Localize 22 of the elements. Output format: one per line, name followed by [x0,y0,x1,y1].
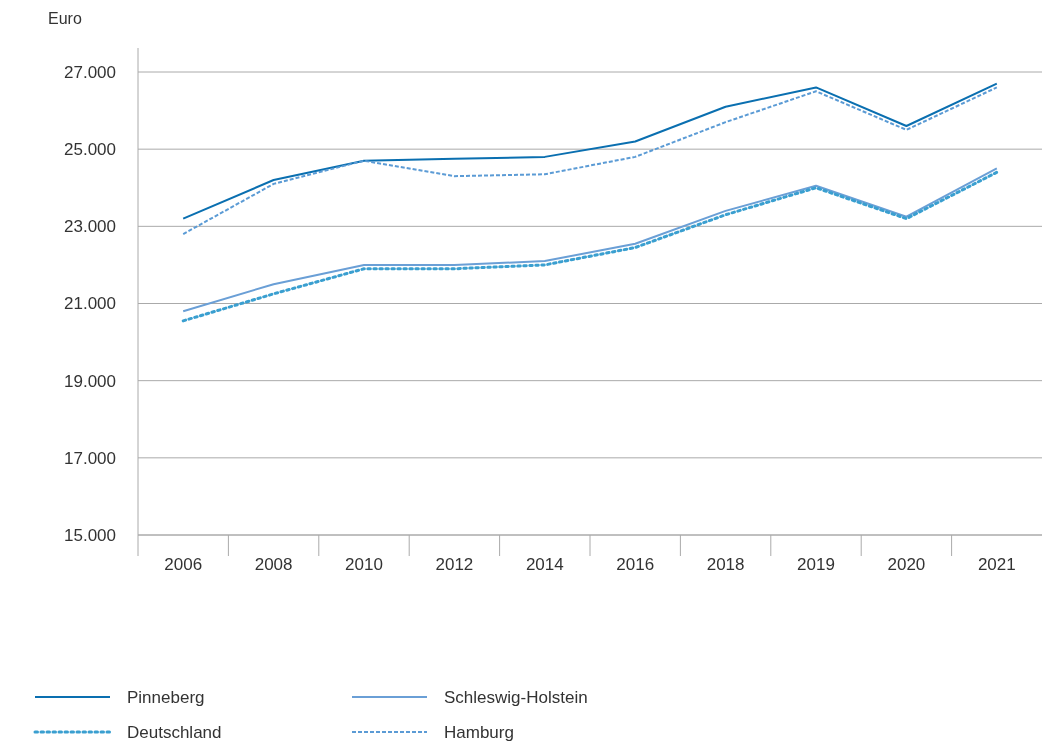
x-tick-label: 2018 [706,555,745,574]
y-tick-label: 27.000 [64,62,116,82]
legend-label: Hamburg [444,722,514,742]
x-tick-label: 2019 [797,555,835,574]
y-tick-label: 23.000 [64,217,116,237]
x-tick-label: 2021 [977,555,1016,574]
x-tick-label: 2020 [887,555,926,574]
y-tick-label: 15.000 [64,525,116,545]
y-tick-label: 19.000 [64,371,116,391]
y-tick-label: 21.000 [64,294,116,314]
legend-label: Schleswig-Holstein [444,687,588,707]
y-tick-label: 17.000 [64,448,116,468]
x-tick-label: 2006 [164,555,203,574]
x-tick-label: 2014 [525,555,564,574]
x-tick-label: 2008 [254,555,293,574]
x-tick-label: 2012 [435,555,474,574]
legend-label: Pinneberg [127,687,205,707]
x-tick-label: 2016 [616,555,655,574]
legend-label: Deutschland [127,722,222,742]
y-axis-title: Euro [48,10,82,27]
y-tick-label: 25.000 [64,140,116,160]
x-tick-label: 2010 [345,555,383,574]
